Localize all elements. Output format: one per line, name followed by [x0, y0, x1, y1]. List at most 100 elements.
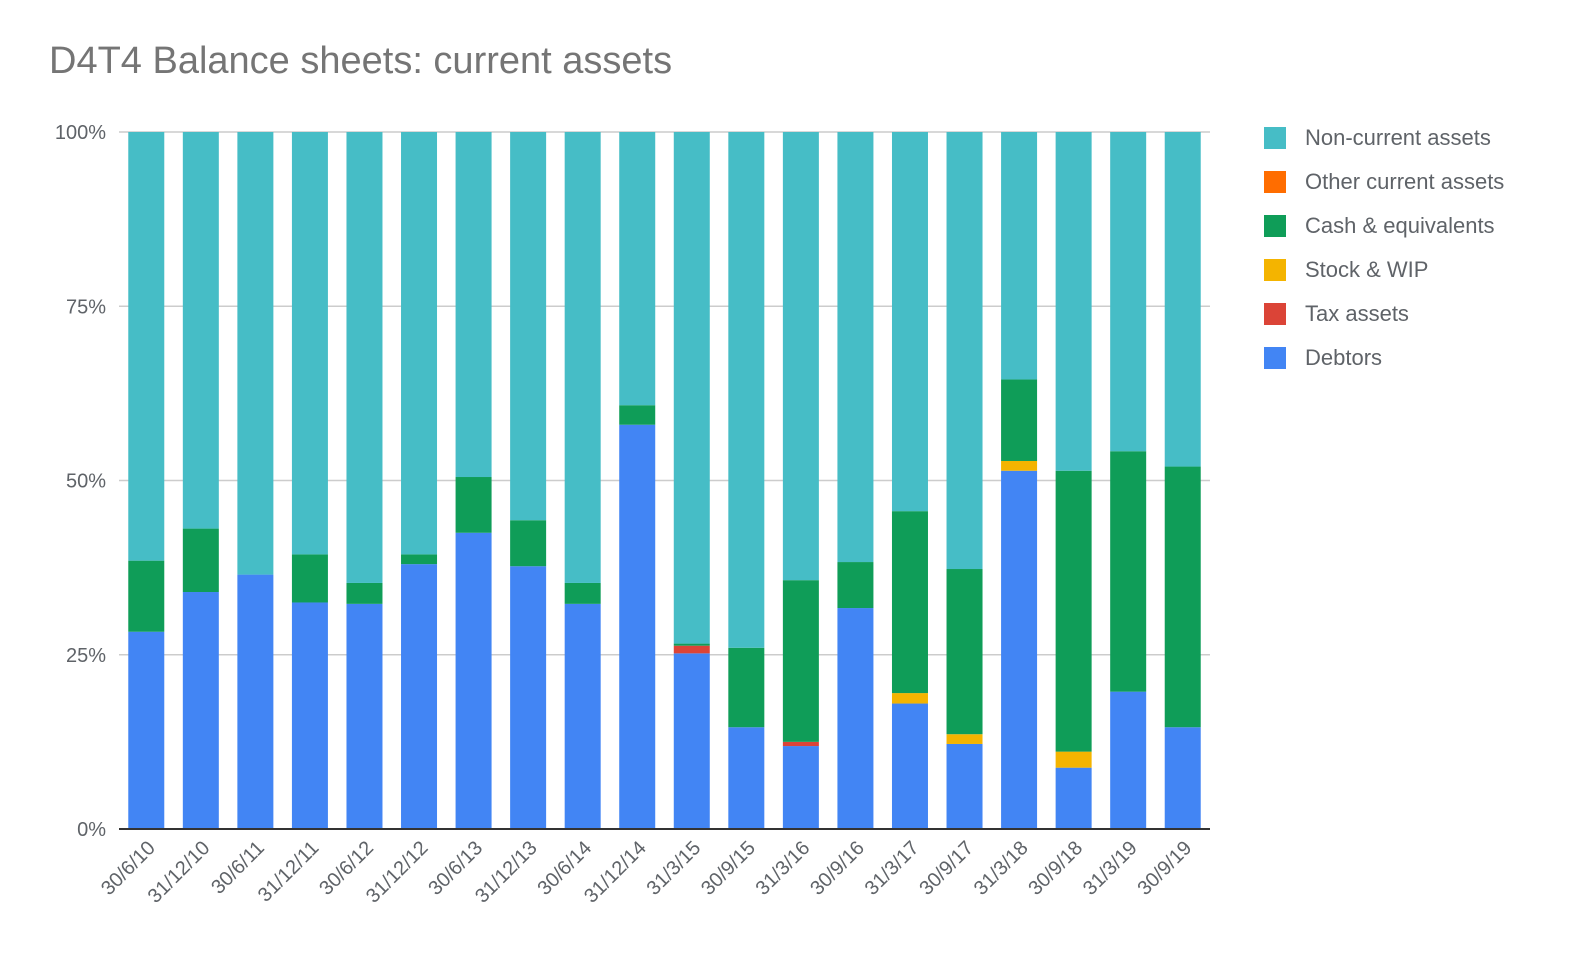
bar-segment [182, 132, 219, 529]
bar-segment [128, 631, 165, 829]
x-tick-label: 31/12/11 [254, 837, 324, 907]
y-tick-label: 75% [66, 296, 106, 318]
bar-segment [455, 477, 492, 533]
bar-segment [1110, 451, 1147, 692]
bar-segment [1055, 767, 1092, 829]
legend-swatch [1264, 303, 1286, 325]
bar-segment [1110, 132, 1147, 452]
bar-segment [891, 693, 928, 704]
legend-item: Non-current assets [1264, 116, 1504, 160]
bar-segment [564, 132, 601, 583]
bar-segment [1055, 470, 1092, 752]
bar-segment [837, 608, 874, 829]
legend-swatch [1264, 347, 1286, 369]
bar-segment [291, 132, 328, 555]
bar-segment [182, 528, 219, 593]
bar-segment [182, 592, 219, 829]
bar-segment [619, 132, 656, 406]
bar-segment [455, 132, 492, 478]
x-tick-label: 31/3/19 [1079, 837, 1142, 900]
bar-segment [128, 132, 165, 561]
bar-segment [1055, 132, 1092, 471]
bar-segment [346, 582, 383, 604]
x-tick-label: 31/3/18 [970, 837, 1033, 900]
x-tick-label: 31/3/16 [752, 837, 815, 900]
legend-label: Debtors [1305, 345, 1383, 370]
bar-segment [291, 602, 328, 829]
bar-segment [564, 603, 601, 829]
bar-segment [619, 405, 656, 425]
legend-label: Other current assets [1305, 169, 1505, 194]
legend-swatch [1264, 127, 1286, 149]
bar-segment [401, 554, 438, 565]
bar-segment [564, 582, 601, 604]
bar-segment [946, 734, 983, 744]
bar-segment [673, 645, 710, 654]
legend-swatch [1264, 215, 1286, 237]
bar-segment [401, 132, 438, 555]
bar-segment [673, 653, 710, 829]
bar-segment [346, 603, 383, 829]
legend-item: Tax assets [1264, 292, 1504, 336]
x-tick-label: 30/9/15 [697, 837, 760, 900]
bar-segment [346, 132, 383, 583]
bar-segment [891, 511, 928, 694]
bar-segment [128, 560, 165, 632]
legend-label: Stock & WIP [1305, 257, 1429, 282]
bar-segment [1164, 727, 1201, 829]
legend-swatch [1264, 259, 1286, 281]
bar-segment [728, 647, 765, 728]
bar-segment [673, 643, 710, 646]
bar-segment [401, 564, 438, 829]
bar-segment [673, 132, 710, 644]
bar-segment [1001, 379, 1038, 461]
legend-item: Debtors [1264, 336, 1504, 380]
legend-item: Stock & WIP [1264, 248, 1504, 292]
bar-segment [237, 574, 274, 829]
bar-segment [291, 554, 328, 603]
bar-segment [510, 520, 547, 567]
chart-title: D4T4 Balance sheets: current assets [49, 40, 673, 82]
bar-segment [782, 741, 819, 747]
bar-segment [728, 132, 765, 648]
bar-segment [1055, 751, 1092, 768]
bar-segment [891, 132, 928, 512]
y-tick-label: 50% [66, 471, 106, 493]
bar-segment [510, 566, 547, 829]
bar-segment [782, 746, 819, 829]
x-tick-label: 30/9/17 [915, 837, 978, 900]
y-tick-label: 25% [66, 645, 106, 667]
x-tick-label: 30/9/18 [1024, 837, 1087, 900]
y-tick-label: 0% [77, 819, 106, 841]
x-tick-label: 31/3/15 [643, 837, 706, 900]
bar-segment [837, 562, 874, 609]
legend-swatch [1264, 171, 1286, 193]
legend-label: Cash & equivalents [1305, 213, 1495, 238]
x-tick-label: 30/9/16 [806, 837, 869, 900]
chart-legend: Non-current assets Other current assets Ca… [1264, 116, 1504, 380]
bar-segment [728, 727, 765, 829]
bar-segment [510, 132, 547, 521]
bar-segment [1001, 132, 1038, 380]
bar-segment [619, 424, 656, 829]
bar-segment [237, 132, 274, 575]
bar-segment [782, 132, 819, 581]
bar-segment [1110, 691, 1147, 829]
bar-segment [455, 532, 492, 829]
legend-label: Tax assets [1305, 301, 1409, 326]
legend-item: Other current assets [1264, 160, 1504, 204]
y-tick-label: 100% [55, 122, 106, 144]
bar-segment [946, 569, 983, 735]
bar-segment [946, 132, 983, 570]
x-tick-label: 31/3/17 [861, 837, 924, 900]
bar-segment [891, 703, 928, 829]
x-tick-label: 30/9/19 [1134, 837, 1197, 900]
bar-segment [837, 132, 874, 563]
bar-segment [1164, 466, 1201, 728]
bar-segment [1001, 470, 1038, 829]
bar-segment [946, 743, 983, 829]
legend-label: Non-current assets [1305, 125, 1491, 150]
bar-segment [782, 580, 819, 742]
legend-item: Cash & equivalents [1264, 204, 1504, 248]
